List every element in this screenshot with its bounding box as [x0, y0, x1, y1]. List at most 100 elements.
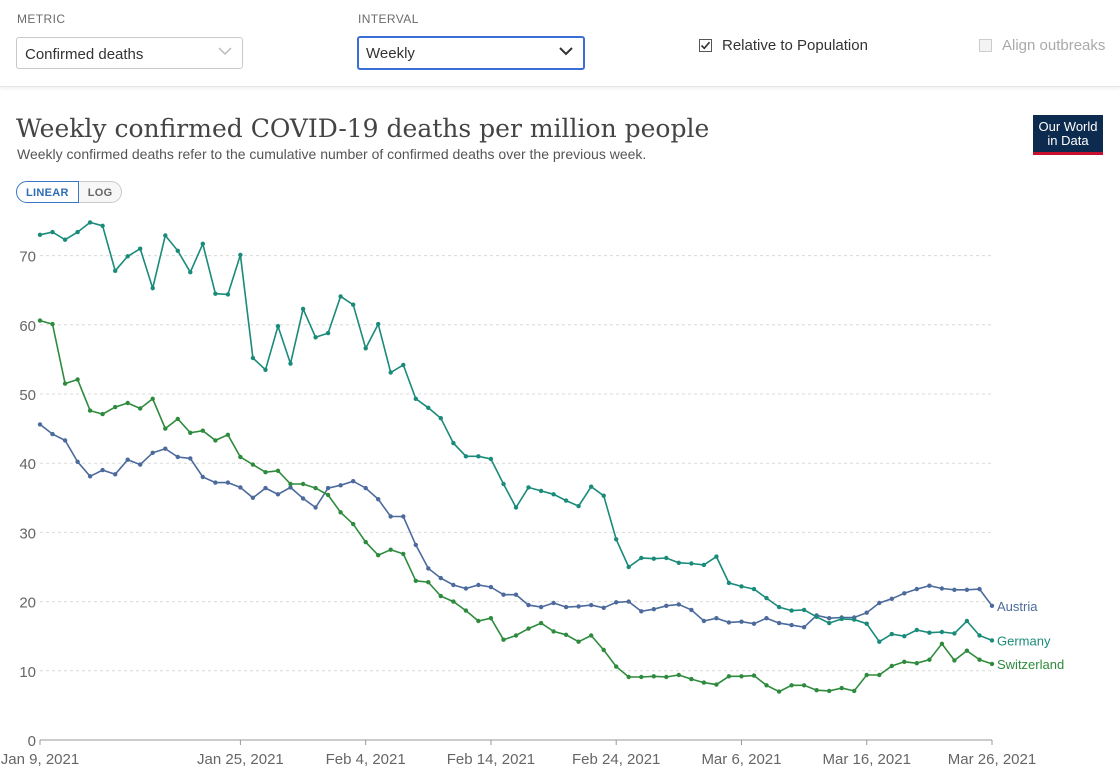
- series-label: Austria: [997, 599, 1038, 614]
- x-tick-label: Feb 4, 2021: [326, 751, 406, 768]
- data-point: [589, 484, 594, 489]
- data-point: [676, 602, 681, 607]
- align-checkbox[interactable]: [979, 39, 992, 52]
- y-tick-label: 40: [19, 456, 36, 473]
- data-point: [376, 321, 381, 327]
- data-point: [714, 682, 719, 687]
- data-point: [827, 688, 832, 694]
- data-point: [864, 672, 869, 678]
- data-point: [463, 586, 469, 591]
- data-point: [801, 625, 807, 630]
- log-scale-button[interactable]: LOG: [78, 181, 123, 203]
- data-point: [689, 607, 694, 613]
- y-tick-label: 70: [19, 249, 36, 266]
- data-point: [426, 405, 431, 410]
- data-point: [388, 370, 393, 375]
- data-point: [338, 294, 343, 299]
- data-point: [125, 254, 130, 259]
- data-point: [175, 416, 180, 422]
- data-point: [150, 285, 155, 291]
- data-point: [351, 479, 356, 484]
- data-point: [175, 454, 180, 460]
- data-point: [413, 578, 418, 583]
- data-point: [125, 400, 130, 406]
- data-point: [451, 599, 456, 604]
- data-point: [501, 637, 506, 642]
- data-point: [188, 430, 193, 435]
- data-point: [213, 480, 218, 485]
- series-germany[interactable]: Germany: [37, 220, 1051, 648]
- data-point: [977, 586, 982, 592]
- data-point: [651, 556, 656, 561]
- data-point: [989, 603, 995, 608]
- align-outbreaks-toggle[interactable]: Align outbreaks: [979, 37, 1105, 54]
- data-point: [927, 583, 932, 588]
- data-point: [288, 481, 293, 487]
- data-point: [664, 555, 669, 561]
- data-point: [639, 674, 644, 680]
- data-point: [438, 593, 443, 599]
- data-point: [163, 426, 168, 431]
- data-point: [87, 474, 93, 479]
- data-point: [275, 468, 281, 473]
- data-point: [275, 324, 281, 329]
- data-point: [626, 674, 631, 680]
- data-point: [751, 586, 757, 592]
- relative-checkbox[interactable]: [699, 39, 712, 52]
- data-point: [313, 335, 318, 340]
- data-point: [513, 592, 519, 597]
- data-point: [676, 672, 681, 678]
- data-point: [388, 514, 393, 519]
- data-point: [526, 602, 531, 608]
- data-point: [225, 480, 231, 485]
- data-point: [501, 592, 506, 597]
- data-point: [751, 673, 757, 678]
- data-point: [889, 596, 894, 601]
- series-austria[interactable]: Austria: [37, 422, 1038, 630]
- x-tick-label: Mar 16, 2021: [823, 751, 911, 768]
- data-point: [213, 438, 218, 443]
- data-point: [438, 416, 443, 421]
- data-point: [989, 638, 995, 643]
- data-point: [839, 685, 844, 691]
- data-point: [213, 291, 218, 296]
- data-point: [551, 629, 556, 634]
- data-point: [902, 634, 907, 639]
- data-point: [288, 361, 293, 366]
- x-tick-label: Feb 14, 2021: [447, 751, 535, 768]
- data-point: [451, 440, 456, 446]
- x-tick-label: Mar 26, 2021: [948, 751, 1036, 768]
- data-point: [726, 674, 732, 679]
- metric-select[interactable]: Confirmed deaths: [16, 37, 243, 69]
- data-point: [977, 657, 982, 662]
- series-line: [39, 221, 993, 643]
- data-point: [614, 600, 619, 605]
- data-point: [238, 252, 243, 258]
- interval-select-value: Weekly: [366, 45, 415, 62]
- owid-logo[interactable]: Our World in Data: [1033, 115, 1103, 155]
- data-point: [75, 459, 80, 464]
- data-point: [250, 495, 256, 500]
- data-point: [501, 481, 506, 487]
- x-tick-label: Feb 24, 2021: [572, 751, 660, 768]
- data-point: [789, 622, 794, 628]
- data-point: [664, 603, 669, 608]
- data-point: [463, 454, 469, 459]
- data-point: [726, 580, 732, 586]
- data-point: [250, 355, 256, 361]
- data-point: [363, 346, 368, 351]
- interval-select[interactable]: Weekly: [357, 36, 585, 70]
- data-point: [188, 270, 193, 275]
- data-point: [200, 428, 205, 433]
- x-tick-label: Jan 9, 2021: [1, 751, 79, 768]
- relative-to-population-toggle[interactable]: Relative to Population: [699, 37, 868, 54]
- data-point: [225, 292, 231, 297]
- linear-scale-button[interactable]: LINEAR: [16, 181, 79, 203]
- data-point: [263, 470, 268, 475]
- data-point: [113, 404, 118, 410]
- data-point: [300, 481, 306, 487]
- data-point: [426, 566, 431, 571]
- scale-toggle: LINEAR LOG: [16, 181, 123, 203]
- series-switzerland[interactable]: Switzerland: [37, 318, 1064, 694]
- data-point: [852, 617, 857, 622]
